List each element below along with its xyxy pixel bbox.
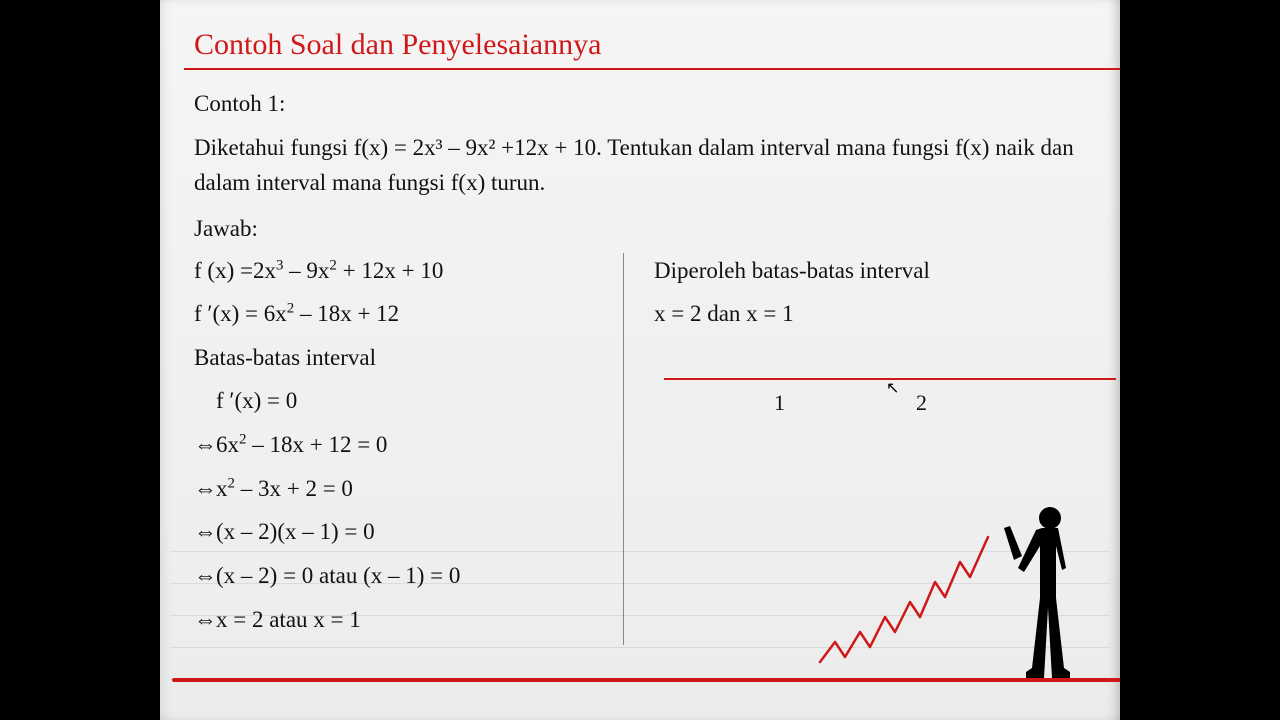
number-line: 1 2 bbox=[654, 370, 1086, 430]
example-label: Contoh 1: bbox=[194, 86, 1086, 122]
eq-f: f (x) =2x3 – 9x2 + 12x + 10 bbox=[194, 253, 605, 289]
rising-chart-icon bbox=[810, 522, 1010, 672]
interval-bounds-label: Batas-batas interval bbox=[194, 340, 605, 376]
bottom-accent-rule bbox=[172, 678, 1120, 682]
right-line2: x = 2 dan x = 1 bbox=[654, 296, 1086, 332]
eq-step5: ⇔x = 2 atau x = 1 bbox=[194, 602, 605, 638]
businessman-silhouette-icon bbox=[992, 498, 1102, 698]
right-line1: Diperoleh batas-batas interval bbox=[654, 253, 1086, 289]
eq-step3: ⇔(x – 2)(x – 1) = 0 bbox=[194, 514, 605, 550]
number-line-tick-2: 2 bbox=[916, 386, 927, 420]
slide: Contoh Soal dan Penyelesaiannya Contoh 1… bbox=[160, 0, 1120, 720]
number-line-tick-1: 1 bbox=[774, 386, 785, 420]
iff-icon: ⇔ bbox=[194, 514, 216, 550]
eq-step4: ⇔(x – 2) = 0 atau (x – 1) = 0 bbox=[194, 558, 605, 594]
left-column: f (x) =2x3 – 9x2 + 12x + 10 f ′(x) = 6x2… bbox=[194, 253, 624, 646]
eq-fprime-zero: f ′(x) = 0 bbox=[194, 383, 605, 419]
eq-fprime: f ′(x) = 6x2 – 18x + 12 bbox=[194, 296, 605, 332]
iff-icon: ⇔ bbox=[194, 602, 216, 638]
iff-icon: ⇔ bbox=[194, 471, 216, 507]
number-line-axis bbox=[664, 378, 1116, 380]
eq-step1: ⇔6x2 – 18x + 12 = 0 bbox=[194, 427, 605, 463]
iff-icon: ⇔ bbox=[194, 558, 216, 594]
iff-icon: ⇔ bbox=[194, 427, 216, 463]
answer-label: Jawab: bbox=[194, 211, 1086, 247]
slide-title: Contoh Soal dan Penyelesaiannya bbox=[160, 0, 1120, 68]
eq-step2: ⇔x2 – 3x + 2 = 0 bbox=[194, 471, 605, 507]
problem-statement: Diketahui fungsi f(x) = 2x³ – 9x² +12x +… bbox=[194, 130, 1086, 201]
